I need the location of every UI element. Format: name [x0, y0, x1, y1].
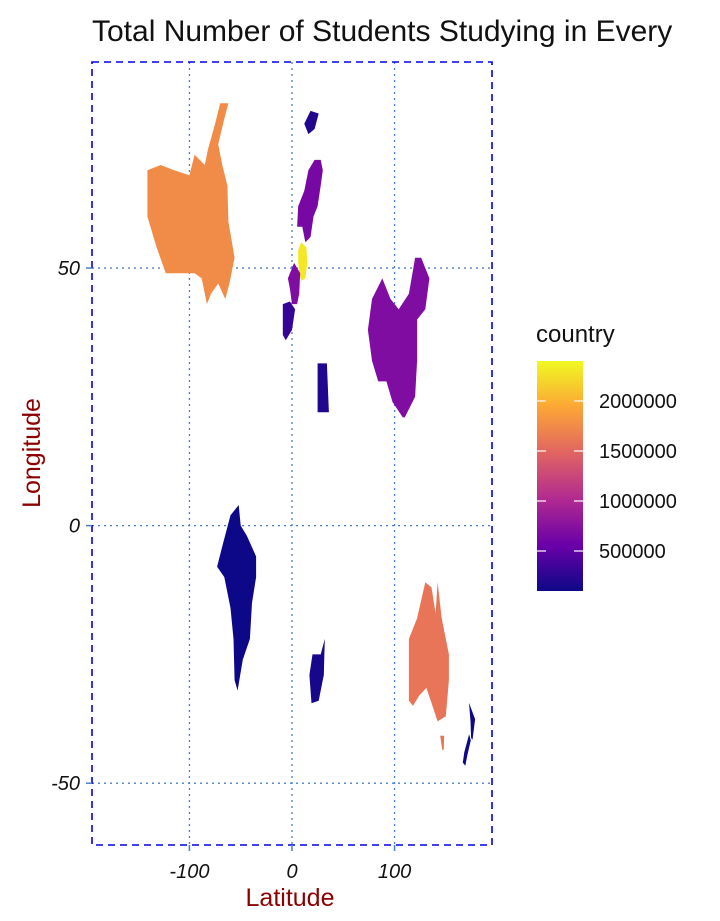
legend-tick-label: 500000	[599, 541, 666, 563]
region-svalbard	[304, 110, 319, 135]
legend-tick-label: 2000000	[599, 391, 677, 413]
region-china	[367, 257, 430, 418]
region-south-africa	[309, 638, 325, 704]
region-new-zealand-south	[462, 734, 471, 766]
x-tick-label: 100	[378, 861, 411, 883]
legend-tick-label: 1500000	[599, 441, 677, 463]
y-tick-label: -50	[51, 773, 80, 795]
x-tick-label: 0	[286, 861, 297, 883]
legend-tick-label: 1000000	[599, 491, 677, 513]
grid-lines	[92, 62, 492, 845]
region-germany	[298, 242, 308, 281]
y-tick-label: 50	[58, 258, 80, 280]
region-new-zealand-north	[469, 702, 476, 740]
region-australia	[408, 582, 449, 722]
chart-title: Total Number of Students Studying in Eve…	[92, 15, 672, 48]
x-axis-title: Latitude	[246, 884, 335, 912]
region-france	[287, 262, 301, 305]
color-legend: country 500000 1000000 1500000 2000000	[536, 321, 677, 591]
region-brazil	[217, 505, 257, 691]
region-canada	[147, 103, 235, 305]
legend-ticks: 500000 1000000 1500000 2000000	[537, 391, 677, 563]
axis-ticks: -100 0 100 -50 0 50	[51, 258, 411, 883]
region-spain	[282, 301, 296, 341]
legend-color-bar	[537, 361, 583, 591]
region-egypt	[317, 363, 329, 413]
region-tasmania	[440, 735, 445, 751]
country-regions	[147, 103, 476, 766]
legend-title: country	[536, 321, 615, 348]
y-tick-label: 0	[69, 516, 80, 538]
x-tick-label: -100	[169, 861, 209, 883]
y-axis-title: Longitude	[18, 398, 46, 508]
region-scandinavia	[297, 159, 323, 243]
